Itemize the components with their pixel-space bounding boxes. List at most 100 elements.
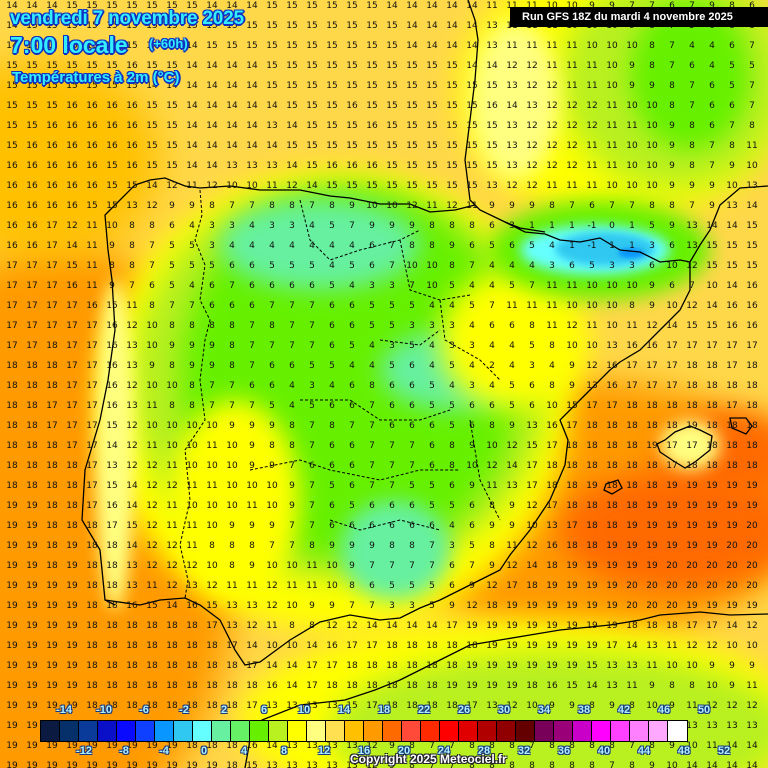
grid-value: 8 (489, 761, 495, 768)
grid-value: 16 (246, 741, 258, 751)
grid-value: 12 (146, 481, 158, 491)
grid-value: 10 (466, 461, 478, 471)
grid-value: 19 (706, 601, 718, 611)
grid-value: 7 (529, 281, 535, 291)
grid-value: 14 (166, 41, 178, 51)
grid-value: 16 (86, 121, 98, 131)
grid-value: 1 (629, 221, 635, 231)
grid-value: 6 (269, 381, 275, 391)
grid-value: 10 (566, 301, 578, 311)
grid-value: 14 (206, 121, 218, 131)
grid-value: 14 (746, 201, 758, 211)
grid-value: 11 (606, 101, 618, 111)
grid-value: 15 (286, 21, 298, 31)
grid-value: 15 (346, 701, 358, 711)
grid-value: 19 (646, 561, 658, 571)
grid-value: 4 (529, 261, 535, 271)
grid-value: 6 (409, 501, 415, 511)
grid-value: 8 (549, 761, 555, 768)
grid-value: 6 (209, 301, 215, 311)
grid-value: 18 (186, 701, 198, 711)
grid-value: 15 (386, 161, 398, 171)
grid-value: 17 (6, 261, 18, 271)
grid-value: 14 (126, 501, 138, 511)
grid-value: 16 (126, 61, 138, 71)
grid-value: 14 (186, 41, 198, 51)
grid-value: 12 (526, 501, 538, 511)
grid-value: 18 (186, 681, 198, 691)
grid-value: 5 (169, 281, 175, 291)
grid-value: 11 (146, 401, 158, 411)
grid-value: 12 (126, 421, 138, 431)
grid-value: 18 (646, 461, 658, 471)
grid-value: 5 (729, 81, 735, 91)
grid-value: 12 (546, 161, 558, 171)
grid-value: 7 (629, 1, 635, 11)
grid-value: 3 (429, 321, 435, 331)
grid-value: 19 (526, 601, 538, 611)
grid-value: 3 (389, 281, 395, 291)
grid-value: 19 (446, 681, 458, 691)
grid-value: 18 (606, 461, 618, 471)
grid-value: 14 (746, 761, 758, 768)
grid-value: 19 (66, 741, 78, 751)
grid-value: 19 (26, 741, 38, 751)
grid-value: 19 (166, 761, 178, 768)
grid-value: 15 (186, 21, 198, 31)
grid-value: 5 (189, 261, 195, 271)
grid-value: 17 (226, 641, 238, 651)
grid-value: 9 (489, 521, 495, 531)
grid-value: 10 (626, 161, 638, 171)
grid-value: 15 (566, 401, 578, 411)
grid-value: 11 (586, 161, 598, 171)
grid-value: 8 (589, 701, 595, 711)
france-med-coast (689, 185, 768, 263)
grid-value: 18 (606, 421, 618, 431)
legend-label-lower: 48 (677, 745, 691, 757)
grid-value: 15 (6, 81, 18, 91)
grid-value: 6 (209, 281, 215, 291)
grid-value: 5 (369, 301, 375, 311)
grid-value: 10 (186, 421, 198, 431)
grid-value: 15 (386, 61, 398, 71)
grid-value: 3 (609, 261, 615, 271)
grid-value: 18 (146, 661, 158, 671)
grid-value: 11 (466, 201, 478, 211)
grid-value: 17 (26, 281, 38, 291)
grid-value: 10 (226, 501, 238, 511)
grid-value: 19 (606, 621, 618, 631)
grid-value: 15 (66, 81, 78, 91)
grid-value: 15 (6, 141, 18, 151)
grid-value: 4 (509, 361, 515, 371)
grid-value: 15 (746, 261, 758, 271)
grid-value: 9 (229, 521, 235, 531)
grid-value: 15 (706, 261, 718, 271)
grid-value: 19 (566, 581, 578, 591)
grid-value: 8 (129, 261, 135, 271)
grid-value: 19 (6, 761, 18, 768)
grid-value: 18 (626, 621, 638, 631)
grid-value: 19 (506, 601, 518, 611)
grid-value: 14 (146, 41, 158, 51)
grid-value: 14 (206, 61, 218, 71)
grid-value: 14 (286, 661, 298, 671)
grid-value: 7 (269, 341, 275, 351)
grid-value: 14 (6, 1, 18, 11)
grid-value: 17 (246, 661, 258, 671)
grid-value: 17 (206, 621, 218, 631)
grid-value: 7 (749, 81, 755, 91)
grid-value: 12 (526, 541, 538, 551)
grid-value: 7 (369, 421, 375, 431)
grid-value: 18 (626, 481, 638, 491)
grid-value: 19 (46, 761, 58, 768)
grid-value: 9 (449, 601, 455, 611)
grid-value: 14 (6, 41, 18, 51)
grid-value: 1 (609, 241, 615, 251)
grid-value: 16 (46, 121, 58, 131)
grid-value: 15 (146, 101, 158, 111)
grid-value: 7 (249, 401, 255, 411)
grid-value: 18 (566, 441, 578, 451)
grid-value: 15 (266, 61, 278, 71)
grid-value: 18 (26, 461, 38, 471)
grid-value: 16 (626, 341, 638, 351)
